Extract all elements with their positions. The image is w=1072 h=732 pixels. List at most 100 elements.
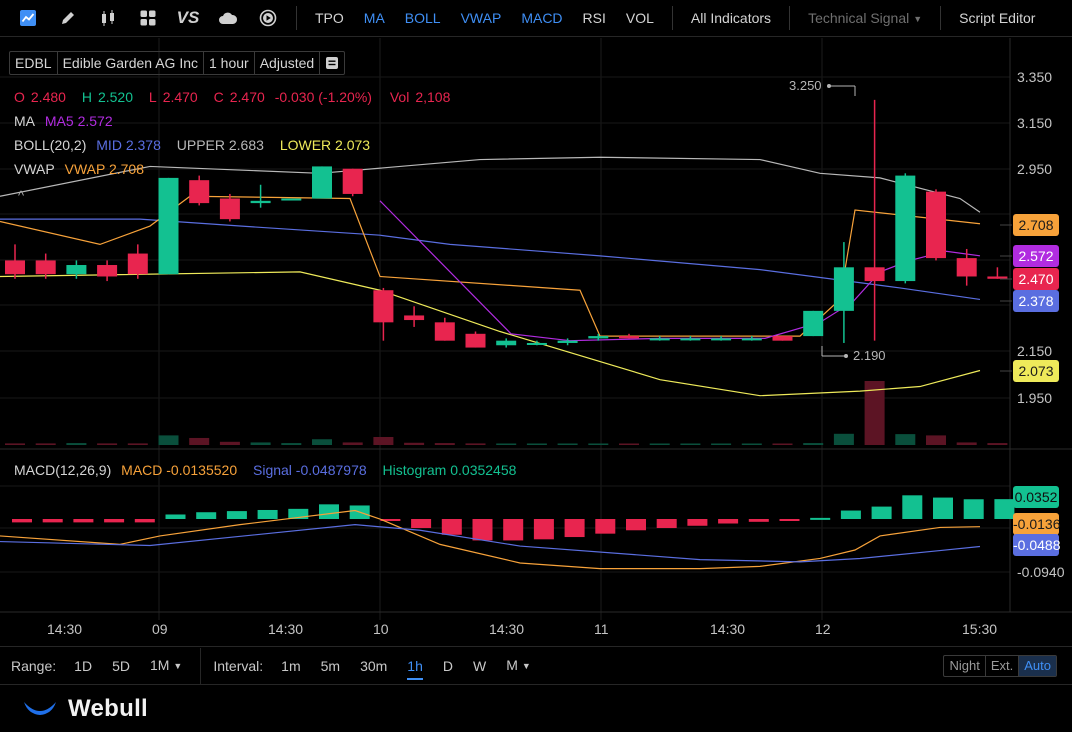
range-5d[interactable]: 5D	[112, 657, 130, 674]
interval-30m[interactable]: 30m	[360, 657, 388, 674]
volume-bar	[833, 433, 854, 445]
interval-d[interactable]: D	[442, 657, 453, 674]
candlestick-icon[interactable]	[88, 0, 128, 36]
pencil-icon[interactable]	[48, 0, 88, 36]
compare-vs-icon[interactable]: VS	[168, 0, 208, 36]
macd-histogram-bar	[257, 509, 278, 519]
macd-histogram-bar	[963, 499, 984, 519]
macd-histogram-bar	[595, 519, 616, 534]
time-axis-label: 14:30	[268, 621, 304, 637]
indicator-vwap[interactable]: VWAP	[460, 10, 502, 26]
macd-histogram-bar	[626, 519, 646, 531]
range-interval-bar: Range: 1D 5D 1M ▼ Interval: 1m 5m 30m 1h …	[0, 646, 1072, 684]
indicator-vol[interactable]: VOL	[625, 10, 654, 26]
range-1d[interactable]: 1D	[74, 657, 93, 674]
candle-body	[588, 336, 609, 339]
range-1m-label: 1M	[149, 657, 170, 673]
macd-histogram-bar	[687, 519, 708, 526]
volume-bar	[803, 443, 824, 445]
script-editor-button[interactable]: Script Editor	[959, 10, 1036, 26]
adjustment-selector[interactable]: Adjusted	[255, 52, 321, 74]
candle-body	[803, 310, 824, 337]
ma-label: MA	[14, 113, 35, 129]
cloud-icon[interactable]	[208, 0, 248, 36]
auto-mode-button[interactable]: Auto	[1019, 656, 1056, 676]
histogram-value: Histogram 0.0352458	[382, 462, 517, 478]
chevron-down-icon: ▼	[173, 661, 183, 671]
interval-m-dropdown[interactable]: M ▼	[496, 647, 541, 684]
indicator-macd[interactable]: MACD	[521, 10, 563, 26]
candle-body	[833, 267, 854, 311]
all-indicators-button[interactable]: All Indicators	[690, 10, 772, 26]
indicator-tpo[interactable]: TPO	[315, 10, 344, 26]
candle-body	[956, 258, 977, 277]
vwap-label: VWAP	[14, 161, 55, 177]
indicator-rsi[interactable]: RSI	[582, 10, 606, 26]
volume-bar	[741, 443, 762, 445]
macd-histogram-bar	[840, 510, 861, 519]
boll-legend: BOLL(20,2) MID 2.378 UPPER 2.683 LOWER 2…	[14, 137, 376, 153]
boll-upper-value: UPPER 2.683	[176, 137, 264, 153]
candle-body	[35, 260, 56, 275]
volume-bar	[189, 437, 210, 445]
vwap-price-tag: 2.708	[1013, 214, 1059, 236]
macd-histogram-bar	[994, 499, 1015, 519]
volume-bar	[281, 443, 302, 445]
signal-line	[0, 524, 981, 563]
indicator-boll[interactable]: BOLL	[404, 10, 441, 26]
time-axis-label: 12	[815, 621, 831, 637]
low-annotation-dot	[844, 354, 848, 358]
technical-signal-dropdown[interactable]: Technical Signal ▼	[798, 0, 932, 37]
range-1m-dropdown[interactable]: 1M ▼	[140, 647, 192, 684]
collapse-legend-button[interactable]: ^	[18, 188, 25, 203]
interval-5m[interactable]: 5m	[320, 657, 341, 674]
volume-bar	[772, 443, 793, 445]
technical-signal-label: Technical Signal	[808, 9, 910, 26]
change-value: -0.030 (-1.20%)	[274, 89, 372, 105]
volume-bar	[895, 434, 916, 445]
candle-body	[526, 342, 547, 345]
volume-bar	[557, 443, 578, 445]
webull-logo-icon	[24, 701, 56, 715]
macd-histogram-bar	[533, 519, 554, 540]
volume-bar	[987, 443, 1008, 445]
candle-body	[741, 338, 762, 341]
interval-1m[interactable]: 1m	[281, 657, 301, 674]
price-axis-label: 2.950	[1017, 161, 1053, 177]
macd-histogram-bar	[380, 519, 401, 521]
replay-icon[interactable]	[248, 0, 288, 36]
indicator-ma[interactable]: MA	[363, 10, 385, 26]
line-chart-icon[interactable]	[8, 0, 48, 36]
interval-1h[interactable]: 1h	[397, 648, 433, 684]
ohlc-row: O 2.480 H 2.520 L 2.470 C 2.470 -0.030 (-1.2…	[14, 89, 456, 105]
candle-body	[5, 260, 25, 275]
candle-body	[189, 180, 210, 204]
candle-body	[404, 315, 425, 321]
candle-body	[312, 166, 332, 199]
ticker-symbol[interactable]: EDBL	[10, 52, 58, 74]
interval-selector[interactable]: 1 hour	[204, 52, 255, 74]
candle-body	[342, 168, 363, 194]
chevron-down-icon: ▼	[521, 661, 531, 671]
volume-bar	[97, 443, 118, 445]
candle-body	[127, 253, 148, 275]
interval-label: Interval:	[213, 657, 264, 674]
extended-mode-button[interactable]: Ext.	[986, 656, 1020, 676]
grid-icon[interactable]	[128, 0, 168, 36]
macd-histogram-bar	[810, 517, 831, 520]
ma5-line	[379, 200, 981, 342]
time-axis-label: 11	[594, 621, 609, 637]
volume-bar	[66, 443, 87, 445]
night-mode-button[interactable]: Night	[944, 656, 986, 676]
volume-bar	[926, 435, 946, 445]
price-axis-label: 3.150	[1017, 115, 1053, 131]
candle-body	[66, 265, 87, 275]
volume-bar	[711, 443, 732, 445]
candle-body	[496, 340, 517, 346]
brand-name: Webull	[68, 694, 149, 722]
price-chart[interactable]	[0, 38, 1072, 646]
ma5-price-tag: 2.572	[1013, 245, 1059, 267]
settings-toggle[interactable]	[320, 52, 344, 74]
range-separator	[200, 647, 202, 684]
interval-w[interactable]: W	[473, 657, 487, 674]
